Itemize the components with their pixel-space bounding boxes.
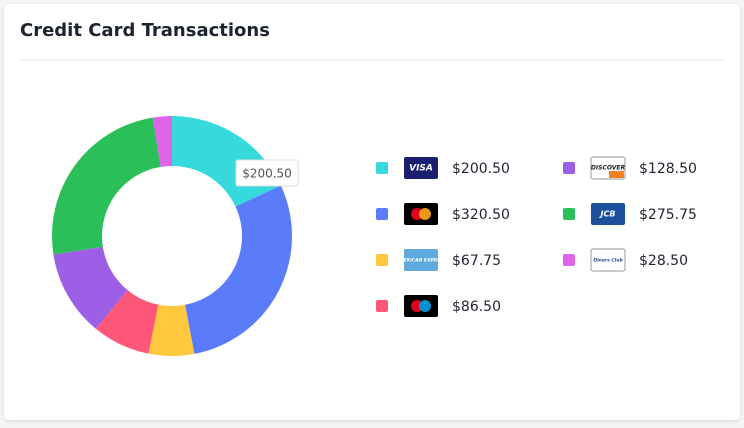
tooltip: $200.50: [235, 159, 299, 187]
card-logo-text: Diners Club: [593, 258, 623, 264]
card-logo-text: DISCOVER: [591, 165, 626, 172]
card-logo-dot: [419, 208, 431, 220]
legend-value: $128.50: [639, 161, 697, 177]
slice: [185, 185, 292, 354]
card-logo-text: JCB: [599, 210, 616, 219]
slice: [148, 304, 195, 356]
tooltip-text: $200.50: [242, 167, 292, 181]
legend-swatch: [376, 254, 388, 266]
card-logo: [590, 248, 626, 272]
legend-value: $67.75: [452, 253, 501, 269]
legend-value: $200.50: [452, 161, 510, 177]
card-logo: [404, 249, 438, 271]
slice: [52, 117, 161, 255]
card-logo-stripe: [609, 171, 624, 178]
slice: [95, 290, 159, 354]
legend-swatch: [563, 254, 575, 266]
legend: VISA $200.50 $320.50 AMERICAN EXPRESS $67.75…: [376, 156, 697, 317]
legend-swatch: [563, 162, 575, 174]
chart-title: Credit Card Transactions: [20, 20, 270, 41]
legend-swatch: [376, 208, 388, 220]
card-logo: [591, 203, 625, 225]
legend-value: $86.50: [452, 299, 501, 315]
legend-value: $28.50: [639, 253, 688, 269]
legend-swatch: [563, 208, 575, 220]
donut: [52, 116, 292, 356]
slice: [53, 246, 128, 329]
card-logo: [404, 157, 438, 179]
legend-value: $320.50: [452, 207, 510, 223]
card-logo-text: AMERICAN EXPRESS: [395, 258, 447, 264]
card-logo-dot: [419, 300, 431, 312]
legend-swatch: [376, 300, 388, 312]
slice: [152, 116, 172, 167]
legend-value: $275.75: [639, 207, 697, 223]
legend-swatch: [376, 162, 388, 174]
card-logo-text: VISA: [409, 164, 433, 174]
tooltip-box: [235, 159, 299, 187]
